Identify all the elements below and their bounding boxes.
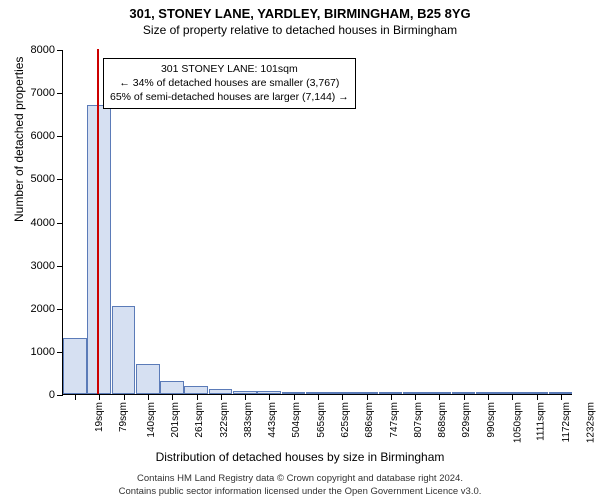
y-tick-label: 1000 [31,346,55,358]
x-tick [245,394,246,400]
annotation-box: 301 STONEY LANE: 101sqm ← 34% of detache… [103,58,356,109]
x-tick-label: 140sqm [145,402,156,438]
histogram-bar [136,364,160,394]
x-tick [75,394,76,400]
histogram-bar [63,338,87,394]
chart-title: 301, STONEY LANE, YARDLEY, BIRMINGHAM, B… [0,0,600,21]
y-tick [57,395,63,396]
y-tick-label: 3000 [31,260,55,272]
x-tick [294,394,295,400]
footer-line-2: Contains public sector information licen… [0,486,600,497]
histogram-bar [184,386,208,394]
chart-subtitle: Size of property relative to detached ho… [0,21,600,41]
y-tick-label: 4000 [31,217,55,229]
x-tick [367,394,368,400]
y-tick [57,50,63,51]
property-marker-line [97,49,99,394]
y-tick-label: 5000 [31,173,55,185]
x-tick [464,394,465,400]
annotation-line-2: ← 34% of detached houses are smaller (3,… [110,76,349,90]
y-tick-label: 0 [49,389,55,401]
x-tick [99,394,100,400]
y-tick-label: 7000 [31,87,55,99]
y-tick [57,223,63,224]
x-tick-label: 1111sqm [536,402,547,441]
x-tick [148,394,149,400]
x-tick-label: 79sqm [118,402,129,432]
x-tick-label: 929sqm [461,402,472,438]
chart-container: 301, STONEY LANE, YARDLEY, BIRMINGHAM, B… [0,0,600,500]
x-tick-label: 868sqm [437,402,448,438]
x-tick-label: 322sqm [218,402,229,438]
x-tick-label: 1172sqm [561,402,572,442]
x-tick [512,394,513,400]
histogram-bar [160,381,184,394]
x-tick-label: 625sqm [340,402,351,438]
x-tick [221,394,222,400]
x-tick-label: 201sqm [170,402,181,438]
x-tick [172,394,173,400]
x-tick [488,394,489,400]
x-tick-label: 747sqm [388,402,399,438]
x-tick-label: 504sqm [291,402,302,438]
x-tick [561,394,562,400]
x-tick-label: 1232sqm [585,402,596,443]
x-tick [269,394,270,400]
x-tick [197,394,198,400]
y-tick [57,309,63,310]
x-axis-title: Distribution of detached houses by size … [0,450,600,464]
y-tick-label: 2000 [31,303,55,315]
x-tick-label: 383sqm [243,402,254,438]
plot-area: 01000200030004000500060007000800019sqm79… [62,50,572,395]
x-tick-label: 443sqm [267,402,278,438]
x-tick [318,394,319,400]
annotation-line-3: 65% of semi-detached houses are larger (… [110,90,349,104]
y-tick-label: 6000 [31,130,55,142]
x-tick-label: 19sqm [94,402,105,432]
x-tick [537,394,538,400]
footer-line-1: Contains HM Land Registry data © Crown c… [0,473,600,484]
y-tick [57,179,63,180]
x-tick-label: 261sqm [194,402,205,438]
histogram-bar [87,105,111,394]
x-tick-label: 686sqm [364,402,375,438]
y-tick-label: 8000 [31,44,55,56]
y-axis-title: Number of detached properties [12,57,26,222]
y-tick [57,266,63,267]
x-tick [124,394,125,400]
annotation-line-1: 301 STONEY LANE: 101sqm [110,62,349,76]
x-tick-label: 807sqm [413,402,424,438]
y-tick [57,136,63,137]
x-tick-label: 565sqm [315,402,326,438]
x-tick [391,394,392,400]
x-tick [342,394,343,400]
histogram-bar [112,306,136,394]
x-tick-label: 1050sqm [513,402,524,443]
x-tick [439,394,440,400]
x-tick-label: 990sqm [485,402,496,438]
y-tick [57,93,63,94]
x-tick [415,394,416,400]
